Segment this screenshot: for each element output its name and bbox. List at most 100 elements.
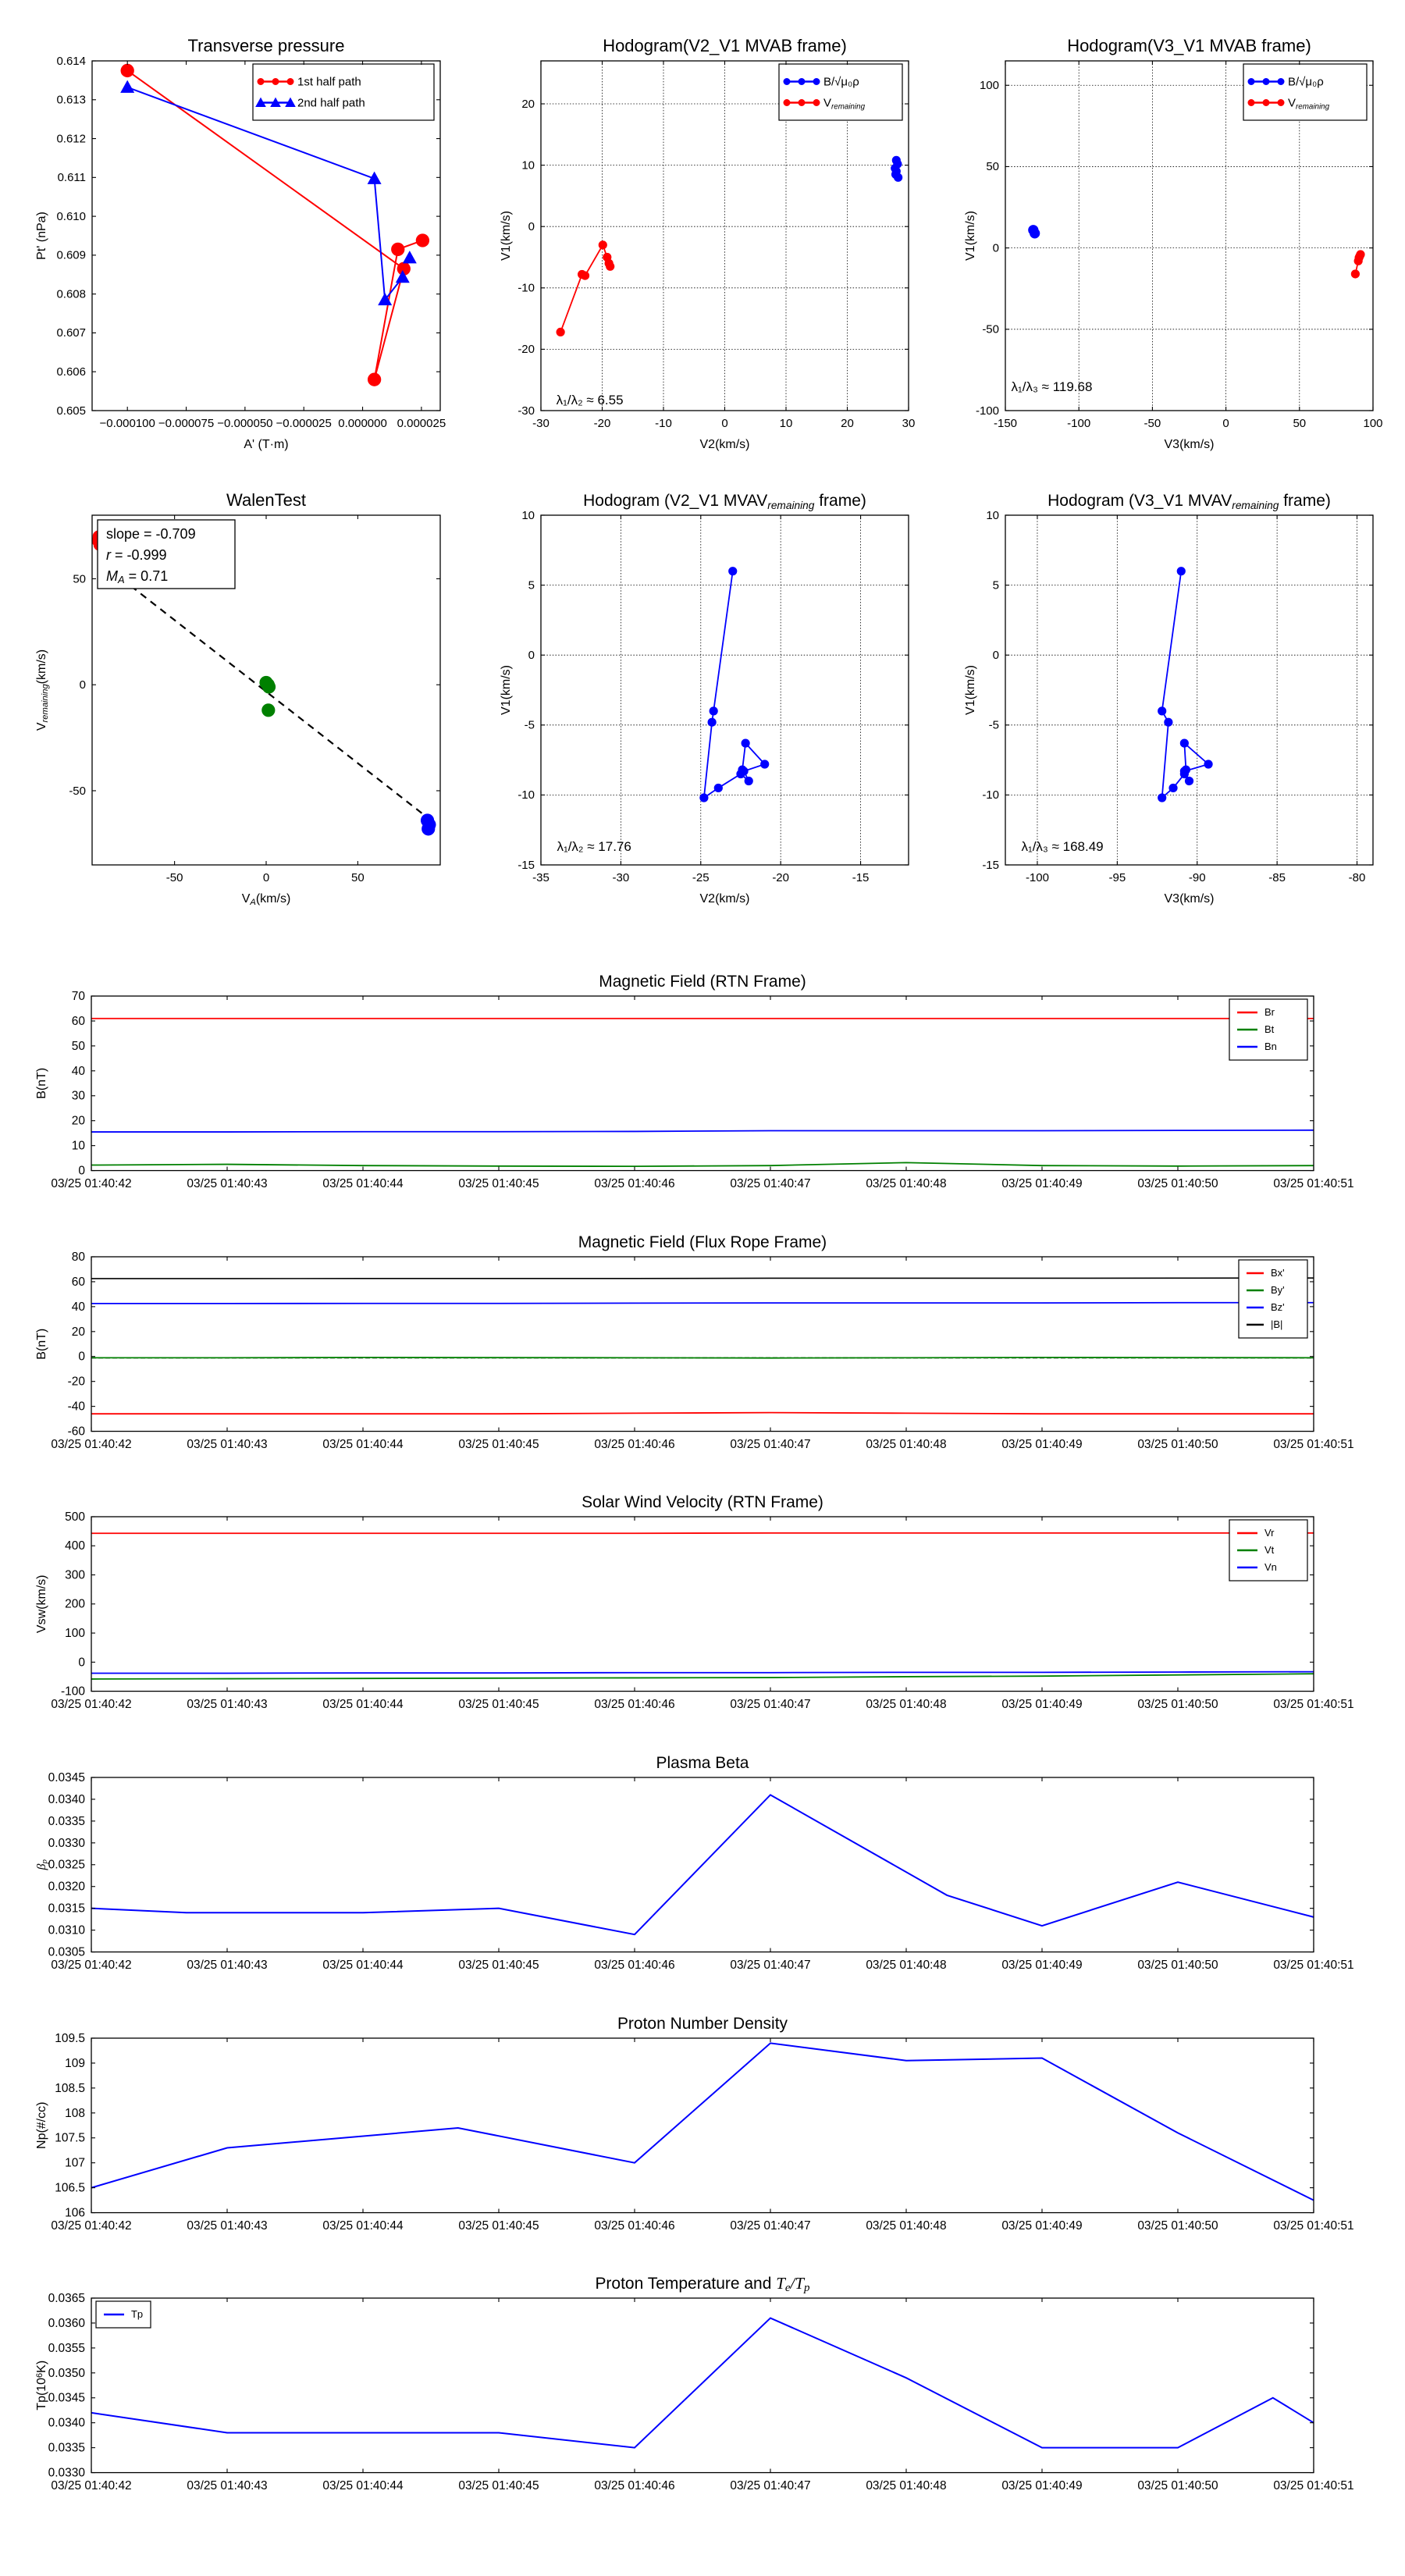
svg-text:03/25 01:40:48: 03/25 01:40:48 [866,1698,946,1711]
svg-text:03/25 01:40:48: 03/25 01:40:48 [866,1438,946,1451]
svg-text:0.0330: 0.0330 [48,2467,85,2480]
svg-text:0.0355: 0.0355 [48,2342,85,2355]
svg-text:Bz': Bz' [1271,1301,1285,1313]
svg-text:Solar Wind Velocity (RTN Frame: Solar Wind Velocity (RTN Frame) [582,1493,823,1511]
svg-text:0.611: 0.611 [58,171,86,184]
svg-text:r = -0.999: r = -0.999 [106,547,167,563]
svg-text:0: 0 [1222,417,1229,430]
svg-text:30: 30 [72,1090,85,1103]
svg-text:0.607: 0.607 [56,326,86,340]
svg-text:03/25 01:40:51: 03/25 01:40:51 [1273,2479,1353,2492]
svg-text:Transverse pressure: Transverse pressure [188,36,345,55]
svg-text:-100: -100 [1067,417,1090,430]
svg-text:Vt: Vt [1264,1545,1275,1557]
svg-text:-40: -40 [68,1400,85,1413]
svg-text:0: 0 [721,417,727,430]
svg-text:B(nT): B(nT) [35,1068,48,1099]
svg-text:-25: -25 [692,871,710,884]
svg-text:03/25 01:40:50: 03/25 01:40:50 [1137,1177,1218,1190]
svg-text:0.0305: 0.0305 [48,1945,85,1959]
svg-text:-5: -5 [989,719,999,732]
svg-text:03/25 01:40:44: 03/25 01:40:44 [322,1959,404,1972]
svg-text:03/25 01:40:49: 03/25 01:40:49 [1001,1438,1082,1451]
svg-text:03/25 01:40:47: 03/25 01:40:47 [730,1438,810,1451]
svg-text:03/25 01:40:43: 03/25 01:40:43 [187,2479,267,2492]
svg-text:03/25 01:40:42: 03/25 01:40:42 [51,1177,131,1190]
svg-text:03/25 01:40:45: 03/25 01:40:45 [458,1959,539,1972]
svg-text:Hodogram(V2_V1 MVAB frame): Hodogram(V2_V1 MVAB frame) [603,36,847,55]
svg-text:03/25 01:40:45: 03/25 01:40:45 [458,1438,539,1451]
svg-text:0.614: 0.614 [56,55,86,68]
svg-text:50: 50 [1293,417,1306,430]
svg-text:0.000025: 0.000025 [397,417,446,430]
svg-text:0.605: 0.605 [56,404,86,418]
svg-text:V3(km/s): V3(km/s) [1165,438,1215,451]
svg-text:0.0340: 0.0340 [48,2417,85,2430]
svg-text:0.0335: 0.0335 [48,2442,85,2455]
svg-text:60: 60 [72,1276,85,1289]
svg-text:400: 400 [65,1540,85,1553]
svg-text:−0.000050: −0.000050 [217,417,272,430]
svg-text:03/25 01:40:51: 03/25 01:40:51 [1273,1177,1353,1190]
svg-text:Hodogram(V3_V1 MVAB frame): Hodogram(V3_V1 MVAB frame) [1067,36,1311,55]
svg-text:A' (T·m): A' (T·m) [244,438,288,451]
svg-text:-50: -50 [982,323,999,336]
svg-text:Vr: Vr [1264,1528,1275,1539]
svg-text:40: 40 [72,1300,85,1314]
svg-text:V1(km/s): V1(km/s) [964,665,977,715]
svg-text:03/25 01:40:45: 03/25 01:40:45 [458,1698,539,1711]
svg-text:-80: -80 [1349,871,1366,884]
svg-text:V2(km/s): V2(km/s) [700,438,750,451]
svg-text:40: 40 [72,1065,85,1078]
svg-text:03/25 01:40:46: 03/25 01:40:46 [594,1177,674,1190]
svg-text:-90: -90 [1189,871,1206,884]
svg-text:03/25 01:40:42: 03/25 01:40:42 [51,1438,131,1451]
svg-text:WalenTest: WalenTest [226,490,306,510]
svg-text:V3(km/s): V3(km/s) [1165,892,1215,906]
svg-text:0.609: 0.609 [56,249,86,262]
svg-text:-60: -60 [68,1425,85,1438]
svg-text:03/25 01:40:43: 03/25 01:40:43 [187,1438,267,1451]
svg-text:−0.000100: −0.000100 [100,417,155,430]
svg-text:Hodogram (V3_V1 MVAVremaining: Hodogram (V3_V1 MVAVremaining frame) [1048,492,1331,511]
svg-text:0.0340: 0.0340 [48,1793,85,1806]
svg-text:03/25 01:40:45: 03/25 01:40:45 [458,1177,539,1190]
svg-text:MA = 0.71: MA = 0.71 [106,568,168,585]
svg-text:5: 5 [993,578,999,592]
svg-text:03/25 01:40:50: 03/25 01:40:50 [1137,1698,1218,1711]
svg-text:03/25 01:40:47: 03/25 01:40:47 [730,1177,810,1190]
svg-text:Bx': Bx' [1271,1267,1285,1279]
svg-text:-100: -100 [976,404,999,418]
svg-text:Vremaining(km/s): Vremaining(km/s) [35,649,50,731]
svg-text:-15: -15 [518,859,535,872]
svg-text:Tp(106K): Tp(106K) [35,2361,48,2411]
svg-text:03/25 01:40:50: 03/25 01:40:50 [1137,2219,1218,2233]
svg-text:30: 30 [902,417,916,430]
svg-text:03/25 01:40:42: 03/25 01:40:42 [51,2479,131,2492]
svg-text:100: 100 [1363,417,1382,430]
svg-text:B/√μ₀ρ: B/√μ₀ρ [823,75,859,88]
svg-text:03/25 01:40:47: 03/25 01:40:47 [730,2219,810,2233]
svg-text:Vn: Vn [1264,1562,1277,1574]
svg-text:0.0345: 0.0345 [48,2392,85,2405]
svg-text:−0.000025: −0.000025 [276,417,332,430]
svg-text:-35: -35 [532,871,550,884]
svg-text:Plasma Beta: Plasma Beta [656,1754,749,1772]
svg-text:108: 108 [65,2106,85,2119]
svg-text:Magnetic Field (Flux Rope Fram: Magnetic Field (Flux Rope Frame) [578,1233,827,1251]
svg-text:0: 0 [263,871,269,884]
svg-text:-30: -30 [532,417,550,430]
svg-text:-20: -20 [772,871,789,884]
svg-text:03/25 01:40:48: 03/25 01:40:48 [866,1959,946,1972]
svg-text:03/25 01:40:44: 03/25 01:40:44 [322,1177,404,1190]
svg-text:20: 20 [72,1325,85,1339]
svg-text:109.5: 109.5 [55,2031,85,2044]
svg-text:100: 100 [65,1627,85,1640]
svg-text:03/25 01:40:49: 03/25 01:40:49 [1001,1698,1082,1711]
svg-text:-20: -20 [518,343,535,356]
svg-text:V1(km/s): V1(km/s) [500,211,513,261]
svg-text:03/25 01:40:51: 03/25 01:40:51 [1273,2219,1353,2233]
svg-text:-15: -15 [852,871,870,884]
svg-text:03/25 01:40:45: 03/25 01:40:45 [458,2219,539,2233]
svg-text:70: 70 [72,990,85,1003]
